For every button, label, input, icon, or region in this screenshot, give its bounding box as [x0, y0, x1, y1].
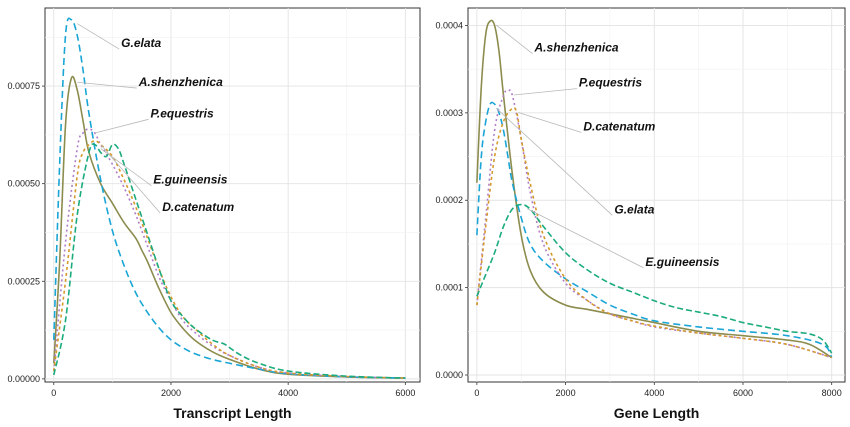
y-tick-label: 0.0004 — [435, 20, 463, 30]
annotation-leader-e-guineensis — [527, 208, 644, 269]
y-tick-label: 0.0000 — [435, 370, 463, 380]
series-line-a-shenzhenica — [52, 75, 406, 379]
x-axis-title: Gene Length — [614, 405, 700, 421]
left-panel-transcript-length: 0 2000 4000 6000 0.00000 0.00025 0.00050 0.0007… — [7, 7, 421, 421]
y-tick-label: 0.00075 — [7, 81, 40, 91]
annotation-label-g-elata: G.elata — [614, 202, 654, 216]
plot-area — [467, 7, 846, 383]
series-line-p-equestris — [476, 89, 832, 359]
right-panel-gene-length: 0 2000 4000 6000 8000 0.0000 0.0001 0.0002 0.000… — [435, 7, 846, 421]
y-tick-label: 0.0002 — [435, 195, 463, 205]
annotation-label-a-shenzhenica: A.shenzhenica — [534, 41, 619, 55]
annotation-label-a-shenzhenica: A.shenzhenica — [138, 75, 223, 89]
annotation-label-d-catenatum: D.catenatum — [583, 119, 655, 133]
x-tick-label: 8000 — [822, 388, 842, 398]
y-tick-label: 0.0003 — [435, 108, 463, 118]
plot-area — [44, 7, 421, 383]
annotation-label-p-equestris: P.equestris — [150, 106, 213, 120]
series-line-d-catenatum — [52, 139, 406, 379]
x-axis-title: Transcript Length — [173, 405, 291, 421]
annotation-leader-g-elata — [495, 107, 613, 216]
x-tick-label: 2000 — [161, 388, 181, 398]
x-tick-label: 6000 — [395, 388, 415, 398]
series-line-g-elata — [476, 101, 833, 358]
annotation-leader-d-catenatum — [518, 112, 582, 133]
annotation-label-e-guineensis: E.guineensis — [153, 173, 227, 187]
series-line-e-guineensis — [476, 203, 833, 354]
annotation-label-g-elata: G.elata — [121, 36, 161, 50]
y-tick-label: 0.00025 — [7, 276, 40, 286]
x-tick-label: 4000 — [644, 388, 664, 398]
x-tick-label: 0 — [51, 388, 56, 398]
y-tick-label: 0.00050 — [7, 179, 40, 189]
series-line-g-elata — [52, 17, 406, 379]
annotation-leader-p-equestris — [513, 88, 577, 96]
y-tick-label: 0.00000 — [7, 374, 40, 384]
x-tick-label: 2000 — [556, 388, 576, 398]
series-line-a-shenzhenica — [476, 19, 833, 359]
x-tick-label: 4000 — [278, 388, 298, 398]
y-tick-label: 0.0001 — [435, 283, 463, 293]
annotation-label-d-catenatum: D.catenatum — [162, 200, 234, 214]
x-tick-label: 0 — [474, 388, 479, 398]
series-group — [476, 19, 833, 359]
x-tick-label: 6000 — [733, 388, 753, 398]
annotation-leader-a-shenzhenica — [77, 81, 137, 89]
annotation-leader-d-catenatum — [100, 144, 161, 214]
annotation-leader-g-elata — [77, 23, 120, 50]
annotation-leader-a-shenzhenica — [495, 24, 533, 55]
series-group — [52, 17, 406, 379]
annotation-label-p-equestris: P.equestris — [579, 76, 642, 90]
annotation-leader-p-equestris — [94, 118, 149, 134]
annotation-label-e-guineensis: E.guineensis — [645, 255, 719, 269]
series-line-e-guineensis — [53, 143, 406, 379]
series-line-d-catenatum — [476, 107, 832, 359]
